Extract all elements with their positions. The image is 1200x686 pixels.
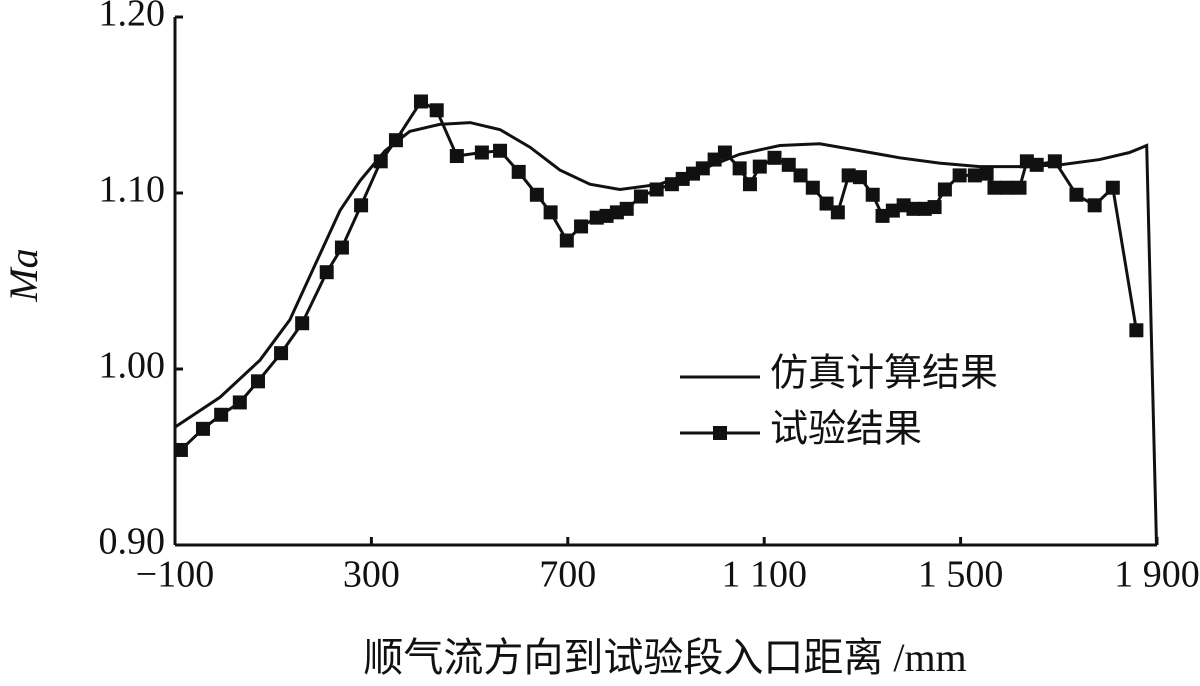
legend-marker: [713, 426, 727, 440]
data-point: [1047, 154, 1062, 169]
x-tick-label: −100: [136, 554, 214, 596]
data-point: [1012, 180, 1027, 195]
data-point: [274, 346, 289, 361]
data-point: [619, 201, 634, 216]
y-tick-label: 0.90: [99, 521, 166, 563]
data-point: [511, 164, 526, 179]
data-point: [852, 170, 867, 185]
data-point: [195, 421, 210, 436]
data-point: [334, 240, 349, 255]
data-point: [793, 168, 808, 183]
data-point: [413, 94, 428, 109]
data-point: [1069, 187, 1084, 202]
data-point: [865, 187, 880, 202]
data-point: [295, 316, 310, 331]
data-point: [717, 145, 732, 160]
data-point: [449, 149, 464, 164]
data-point: [906, 201, 921, 216]
x-tick-label: 1 900: [1114, 554, 1200, 596]
data-point: [841, 168, 856, 183]
y-axis-title: Ma: [1, 248, 46, 302]
data-point: [214, 407, 229, 422]
y-tick-label: 1.20: [99, 0, 166, 35]
data-point: [429, 103, 444, 118]
x-tick-label: 1 500: [918, 554, 1004, 596]
y-tick-label: 1.10: [99, 169, 166, 211]
data-point: [967, 168, 982, 183]
data-point: [354, 198, 369, 213]
data-point: [1087, 198, 1102, 213]
data-point: [1129, 323, 1144, 338]
data-point: [927, 200, 942, 215]
data-point: [781, 157, 796, 172]
data-point: [543, 205, 558, 220]
x-tick-label: 700: [539, 554, 596, 596]
data-point: [173, 442, 188, 457]
legend-label: 仿真计算结果: [770, 353, 998, 395]
data-point: [319, 265, 334, 280]
data-point: [767, 150, 782, 165]
data-point: [633, 189, 648, 204]
data-point: [574, 219, 589, 234]
x-tick-label: 300: [343, 554, 400, 596]
x-axis-title: 顺气流方向到试验段入口距离 /mm: [363, 635, 966, 680]
y-tick-label: 1.00: [99, 345, 166, 387]
data-point: [885, 203, 900, 218]
data-point: [649, 182, 664, 197]
data-point: [979, 166, 994, 181]
data-point: [732, 161, 747, 176]
data-point: [373, 154, 388, 169]
data-point: [742, 177, 757, 192]
data-point: [1105, 180, 1120, 195]
x-tick-label: 1 100: [721, 554, 807, 596]
data-point: [999, 180, 1014, 195]
data-point: [1029, 157, 1044, 172]
data-point: [830, 205, 845, 220]
data-point: [987, 180, 1002, 195]
data-point: [388, 133, 403, 148]
data-point: [937, 182, 952, 197]
series-line: [174, 121, 1159, 546]
data-point: [232, 395, 247, 410]
data-point: [529, 187, 544, 202]
data-point: [474, 145, 489, 160]
data-point: [664, 177, 679, 192]
legend-label: 试验结果: [770, 409, 922, 451]
data-point: [819, 196, 834, 211]
data-point: [250, 374, 265, 389]
data-point: [559, 233, 574, 248]
data-point: [493, 143, 508, 158]
data-point: [805, 180, 820, 195]
data-point: [952, 168, 967, 183]
data-point: [695, 161, 710, 176]
data-point: [752, 159, 767, 174]
